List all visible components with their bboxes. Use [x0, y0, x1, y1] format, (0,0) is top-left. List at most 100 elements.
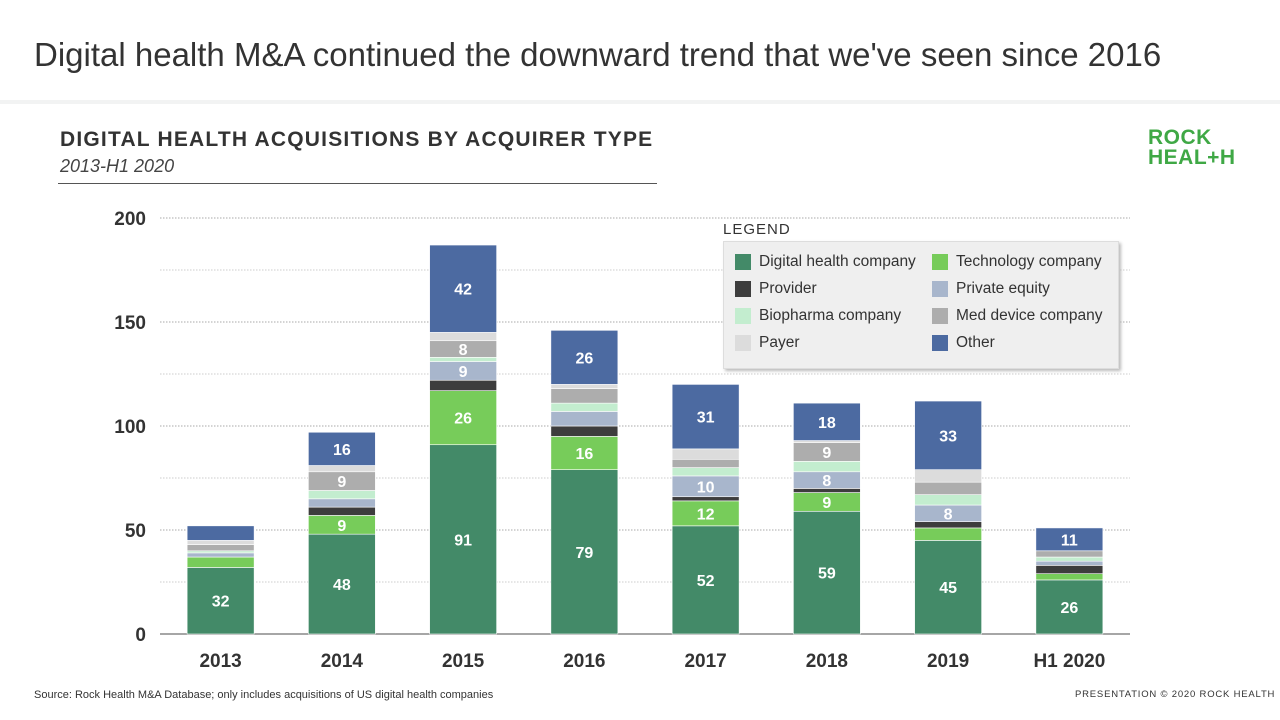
x-tick-label: 2015 — [442, 651, 485, 672]
bar-segment — [550, 436, 619, 470]
bar-segment — [671, 525, 740, 635]
page-title: Digital health M&A continued the downwar… — [34, 36, 1162, 73]
bar-segment — [429, 379, 497, 391]
y-tick-label: 200 — [114, 209, 146, 230]
bar-segment — [186, 550, 255, 554]
logo-line-2: HEAL+H — [1148, 146, 1236, 169]
bar-segment — [308, 465, 376, 473]
bar-segment — [1035, 556, 1104, 562]
legend-label: Technology company — [956, 253, 1102, 270]
data-label: 9 — [337, 518, 346, 535]
legend-label: Digital health company — [759, 253, 916, 270]
y-tick-label: 50 — [125, 521, 146, 542]
bar-segment — [671, 467, 740, 477]
bar-segment — [550, 388, 619, 404]
bar-segment — [793, 510, 861, 635]
bar-segment — [186, 525, 255, 541]
legend-swatch — [932, 335, 948, 351]
bar-segment — [914, 481, 982, 495]
legend-item: Provider — [735, 280, 817, 298]
data-label: 8 — [459, 342, 468, 359]
data-label: 45 — [939, 580, 957, 597]
bar-segment — [550, 384, 619, 389]
data-label: 8 — [822, 473, 831, 490]
data-label: 9 — [822, 445, 831, 462]
legend-label: Other — [956, 334, 995, 351]
data-label: 26 — [575, 350, 593, 367]
bar-segment — [914, 494, 982, 506]
bar-segment — [308, 431, 376, 466]
rock-health-logo: ROCK HEAL+H — [1148, 126, 1236, 169]
legend-item: Other — [932, 334, 995, 352]
bar-segment — [914, 469, 982, 483]
data-label: 10 — [697, 479, 715, 496]
bar-segment — [671, 496, 740, 502]
legend-item: Technology company — [932, 253, 1102, 271]
bar-segment — [429, 332, 497, 342]
bar-segment — [550, 425, 619, 437]
bar-segment — [671, 448, 740, 460]
legend-label: Payer — [759, 334, 800, 351]
bar-segment — [550, 402, 619, 412]
data-label: 52 — [697, 573, 715, 590]
bar-segment — [793, 402, 861, 441]
header-divider — [0, 100, 1280, 104]
bar-segment — [186, 552, 255, 558]
bar-segment — [1035, 560, 1104, 566]
y-tick-label: 0 — [135, 625, 146, 646]
data-label: 9 — [337, 474, 346, 491]
chart-subtitle: 2013-H1 2020 — [60, 156, 175, 176]
data-label: 32 — [212, 594, 230, 611]
bar-segment — [914, 400, 982, 470]
data-label: 8 — [944, 506, 953, 523]
bar-segment — [308, 498, 376, 508]
bar-segment — [793, 440, 861, 443]
data-label: 31 — [697, 410, 715, 427]
bar-segment — [550, 411, 619, 427]
bar-segment — [308, 490, 376, 500]
logo-line-1: ROCK — [1148, 126, 1212, 149]
bar-segment — [186, 540, 255, 545]
bar-segment — [914, 527, 982, 541]
x-tick-label: 2017 — [684, 651, 726, 672]
bar-segment — [429, 244, 497, 333]
chart-title: DIGITAL HEALTH ACQUISITIONS BY ACQUIRER … — [60, 128, 654, 151]
bar-segment — [550, 330, 619, 385]
bar-segment — [1035, 573, 1104, 581]
x-tick-label: H1 2020 — [1033, 651, 1105, 672]
legend-swatch — [932, 254, 948, 270]
data-label: 12 — [697, 506, 715, 523]
legend-swatch — [735, 308, 751, 324]
bar-segment — [1035, 565, 1104, 574]
data-label: 26 — [454, 411, 472, 428]
data-label: 16 — [333, 442, 351, 459]
y-tick-label: 100 — [114, 417, 146, 438]
legend-swatch — [932, 308, 948, 324]
data-label: 16 — [575, 446, 593, 463]
bar-segment — [1035, 579, 1104, 635]
source-note: Source: Rock Health M&A Database; only i… — [34, 689, 494, 701]
legend-label: Provider — [759, 280, 817, 297]
bar-segment — [186, 567, 255, 635]
bar-segment — [186, 556, 255, 568]
data-label: 48 — [333, 577, 351, 594]
x-tick-label: 2014 — [321, 651, 364, 672]
legend-label: Private equity — [956, 280, 1050, 297]
data-label: 59 — [818, 566, 836, 583]
legend-label: Biopharma company — [759, 307, 902, 324]
y-tick-label: 150 — [114, 313, 146, 334]
legend-item: Biopharma company — [735, 307, 901, 325]
bar-segment — [671, 458, 740, 468]
title-rule — [58, 183, 657, 184]
legend-title: LEGEND — [723, 221, 791, 238]
bar-segment — [671, 384, 740, 450]
data-label: 11 — [1061, 532, 1078, 549]
data-label: 33 — [939, 428, 957, 445]
legend-swatch — [735, 254, 751, 270]
bar-segment — [671, 500, 740, 527]
x-tick-label: 2016 — [563, 651, 605, 672]
x-tick-label: 2013 — [199, 651, 241, 672]
data-label: 9 — [822, 495, 831, 512]
x-tick-label: 2019 — [927, 651, 969, 672]
bar-segment — [308, 533, 376, 635]
